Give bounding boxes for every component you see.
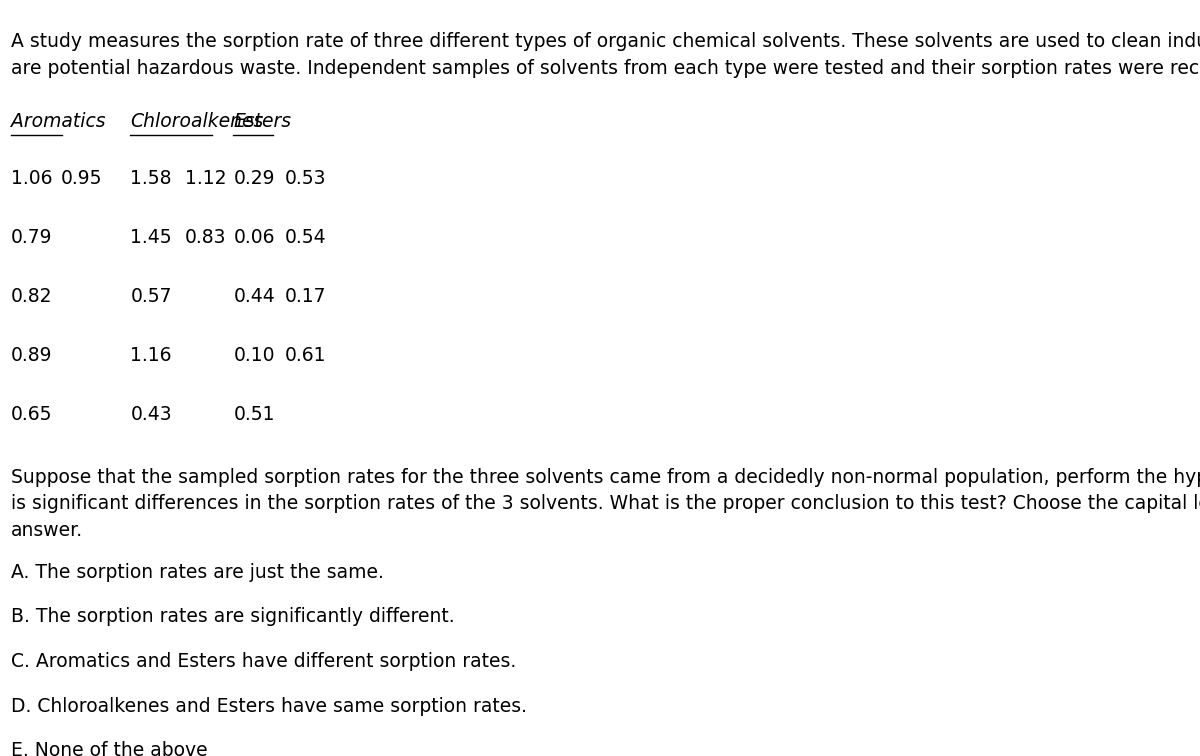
Text: A. The sorption rates are just the same.: A. The sorption rates are just the same. (11, 562, 384, 581)
Text: 0.95: 0.95 (61, 169, 102, 188)
Text: 1.12: 1.12 (185, 169, 227, 188)
Text: 0.10: 0.10 (234, 346, 275, 365)
Text: Esters: Esters (234, 112, 292, 131)
Text: 0.17: 0.17 (284, 287, 326, 306)
Text: 1.06: 1.06 (11, 169, 53, 188)
Text: 0.89: 0.89 (11, 346, 53, 365)
Text: 0.53: 0.53 (284, 169, 326, 188)
Text: 0.79: 0.79 (11, 228, 53, 247)
Text: 0.54: 0.54 (284, 228, 326, 247)
Text: 0.57: 0.57 (131, 287, 172, 306)
Text: C. Aromatics and Esters have different sorption rates.: C. Aromatics and Esters have different s… (11, 652, 516, 671)
Text: Suppose that the sampled sorption rates for the three solvents came from a decid: Suppose that the sampled sorption rates … (11, 468, 1200, 540)
Text: B. The sorption rates are significantly different.: B. The sorption rates are significantly … (11, 607, 455, 626)
Text: Chloroalkenes: Chloroalkenes (131, 112, 264, 131)
Text: E. None of the above: E. None of the above (11, 741, 208, 756)
Text: 0.61: 0.61 (284, 346, 326, 365)
Text: 0.51: 0.51 (234, 405, 275, 424)
Text: D. Chloroalkenes and Esters have same sorption rates.: D. Chloroalkenes and Esters have same so… (11, 696, 527, 715)
Text: 1.45: 1.45 (131, 228, 172, 247)
Text: A study measures the sorption rate of three different types of organic chemical : A study measures the sorption rate of th… (11, 33, 1200, 78)
Text: 0.65: 0.65 (11, 405, 53, 424)
Text: 1.16: 1.16 (131, 346, 172, 365)
Text: 0.29: 0.29 (234, 169, 275, 188)
Text: 1.58: 1.58 (131, 169, 172, 188)
Text: 0.44: 0.44 (234, 287, 275, 306)
Text: 0.06: 0.06 (234, 228, 275, 247)
Text: 0.43: 0.43 (131, 405, 172, 424)
Text: 0.83: 0.83 (185, 228, 227, 247)
Text: Aromatics: Aromatics (11, 112, 106, 131)
Text: 0.82: 0.82 (11, 287, 53, 306)
